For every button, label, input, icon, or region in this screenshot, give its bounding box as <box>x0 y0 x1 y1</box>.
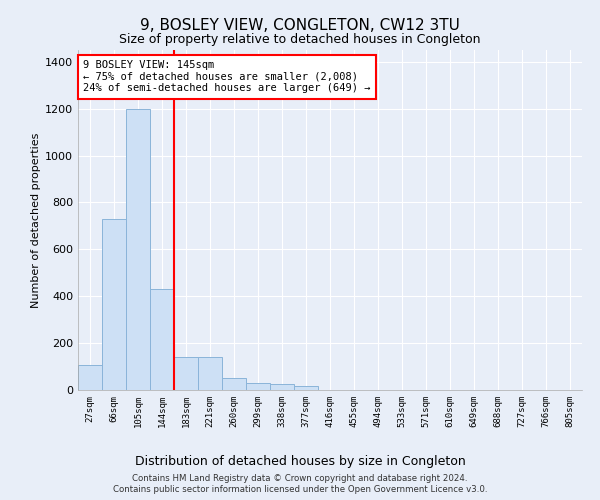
Text: Size of property relative to detached houses in Congleton: Size of property relative to detached ho… <box>119 32 481 46</box>
Text: 9 BOSLEY VIEW: 145sqm
← 75% of detached houses are smaller (2,008)
24% of semi-d: 9 BOSLEY VIEW: 145sqm ← 75% of detached … <box>83 60 371 94</box>
Y-axis label: Number of detached properties: Number of detached properties <box>31 132 41 308</box>
Text: 9, BOSLEY VIEW, CONGLETON, CW12 3TU: 9, BOSLEY VIEW, CONGLETON, CW12 3TU <box>140 18 460 32</box>
Bar <box>198 357 222 390</box>
Bar <box>222 378 246 390</box>
Bar <box>126 108 150 390</box>
Text: Distribution of detached houses by size in Congleton: Distribution of detached houses by size … <box>134 454 466 468</box>
Bar <box>246 383 270 390</box>
Bar <box>102 219 126 390</box>
Text: Contains HM Land Registry data © Crown copyright and database right 2024.
Contai: Contains HM Land Registry data © Crown c… <box>113 474 487 494</box>
Bar <box>150 289 174 390</box>
Bar <box>174 357 198 390</box>
Bar <box>270 384 294 390</box>
Bar <box>78 366 102 390</box>
Bar <box>294 386 318 390</box>
